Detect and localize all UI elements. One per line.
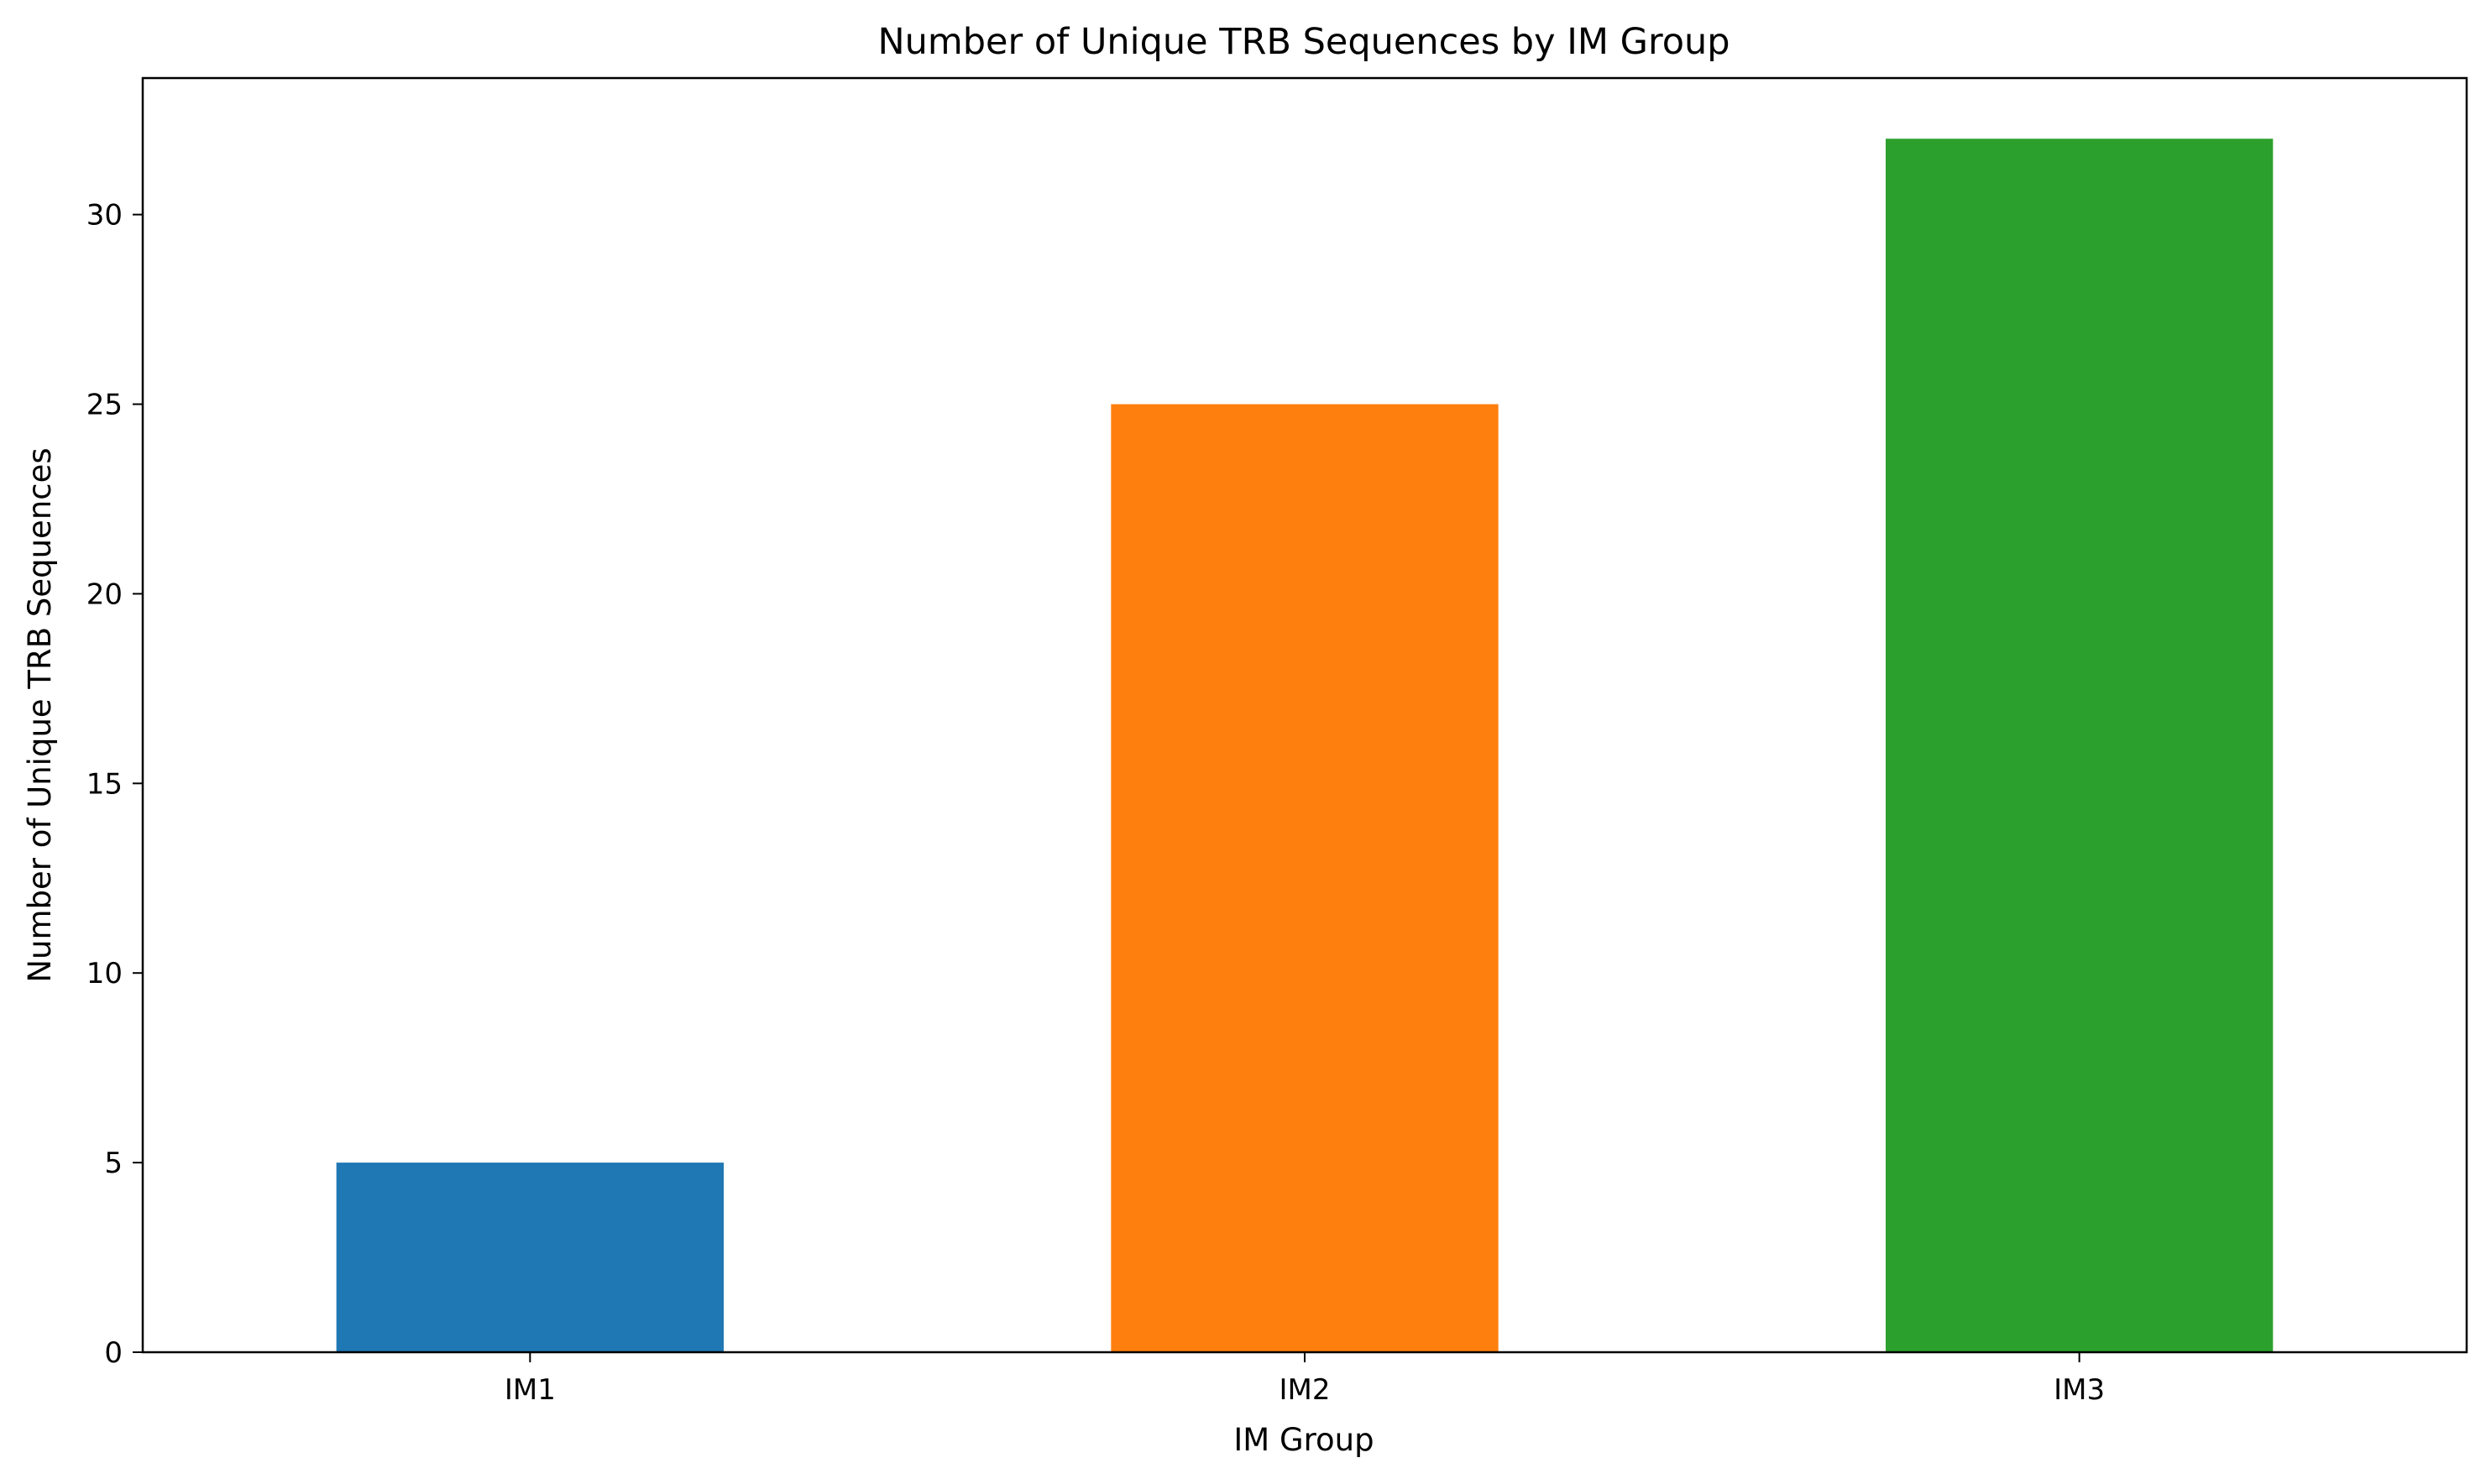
x-axis-ticks: IM1 IM2 IM3 bbox=[505, 1352, 2105, 1407]
y-tick-label: 5 bbox=[104, 1147, 123, 1180]
bar-im3 bbox=[1886, 138, 2274, 1352]
x-axis-label: IM Group bbox=[1233, 1422, 1374, 1458]
plot-frame bbox=[141, 76, 2468, 1354]
chart-title: Number of Unique TRB Sequences by IM Gro… bbox=[877, 21, 1730, 63]
y-tick-label: 25 bbox=[86, 389, 123, 422]
x-tick-label: IM2 bbox=[1280, 1373, 1331, 1407]
y-tick-label: 0 bbox=[104, 1336, 123, 1370]
y-tick-label: 10 bbox=[86, 957, 123, 990]
y-axis-label: Number of Unique TRB Sequences bbox=[22, 447, 58, 982]
x-tick-label: IM3 bbox=[2054, 1373, 2105, 1407]
y-tick-label: 30 bbox=[86, 199, 123, 233]
x-tick-label: IM1 bbox=[505, 1373, 556, 1407]
y-tick-label: 20 bbox=[86, 577, 123, 611]
y-tick-label: 15 bbox=[86, 767, 123, 801]
y-axis-ticks: 0 5 10 15 20 25 30 bbox=[86, 199, 143, 1370]
bars-group bbox=[336, 138, 2274, 1353]
bar-im2 bbox=[1111, 404, 1499, 1353]
bar-im1 bbox=[336, 1163, 724, 1352]
